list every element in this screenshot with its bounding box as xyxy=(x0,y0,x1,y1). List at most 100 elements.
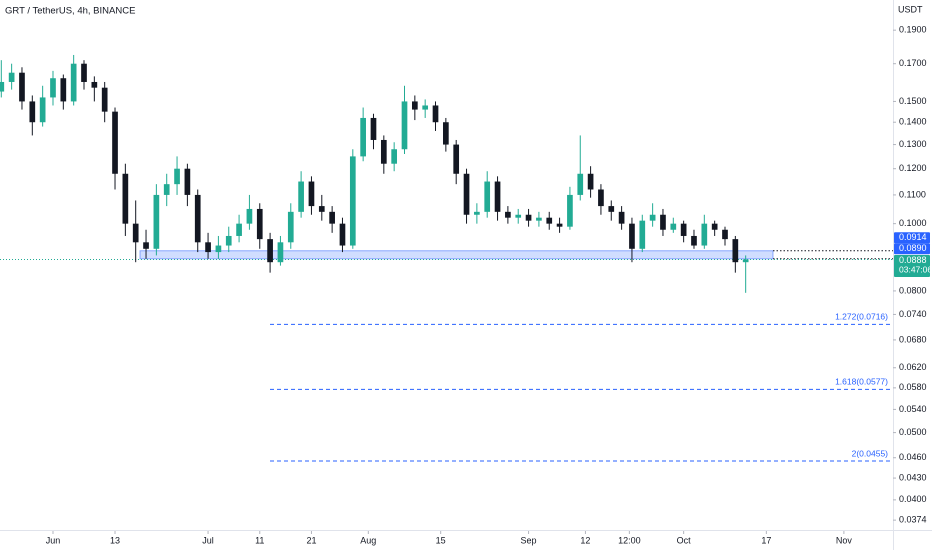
candle-body xyxy=(608,206,615,212)
fib-level-label: 1.618(0.0577) xyxy=(835,377,888,387)
candle-body xyxy=(184,168,191,195)
candle-body xyxy=(380,139,387,164)
candle-body xyxy=(742,259,749,263)
candle-body xyxy=(587,173,594,190)
candle-body xyxy=(101,87,108,112)
y-tick-label: 0.0800 xyxy=(899,285,927,295)
y-tick-label: 0.0580 xyxy=(899,382,927,392)
candle-body xyxy=(546,217,553,224)
candle-body xyxy=(0,81,5,92)
fib-level-label: 2(0.0455) xyxy=(852,448,889,458)
candle-body xyxy=(60,78,67,102)
chart-title: GRT / TetherUS, 4h, BINANCE xyxy=(5,6,135,17)
zone-low-label-box xyxy=(894,243,930,255)
x-tick-label: 12:00 xyxy=(618,535,641,545)
y-tick-label: 0.1900 xyxy=(899,25,927,35)
candle-body xyxy=(153,194,160,249)
y-tick-label: 0.0400 xyxy=(899,494,927,504)
candle-body xyxy=(691,235,697,246)
candle-body xyxy=(174,168,180,185)
y-tick-label: 0.1500 xyxy=(899,96,927,106)
x-tick-label: Jun xyxy=(46,535,61,545)
candle-body xyxy=(225,235,232,246)
y-tick-label: 0.1300 xyxy=(899,139,927,149)
last-price-label-box xyxy=(894,254,930,277)
candle-body xyxy=(81,63,87,82)
x-tick-label: Jul xyxy=(202,535,214,545)
candle-body xyxy=(660,214,666,230)
candle-body xyxy=(143,242,149,249)
candle-body xyxy=(515,214,522,218)
zone-high-label-box xyxy=(894,232,930,244)
y-tick-label: 0.0620 xyxy=(899,362,927,372)
y-tick-label: 0.1200 xyxy=(899,163,927,173)
y-tick-label: 0.0460 xyxy=(899,452,927,462)
candle-body xyxy=(132,223,139,243)
candle-body xyxy=(215,245,222,253)
candle-body xyxy=(639,220,646,249)
candle-body xyxy=(349,156,356,246)
candle-body xyxy=(256,208,263,240)
y-tick-label: 0.1400 xyxy=(899,117,927,127)
candle-body xyxy=(339,223,346,246)
x-tick-label: Aug xyxy=(360,535,376,545)
candle-body xyxy=(453,144,460,174)
x-tick-label: 21 xyxy=(306,535,316,545)
last-price-label: 0.0888 xyxy=(899,255,927,265)
x-tick-label: Nov xyxy=(836,535,853,545)
y-tick-label: 0.0374 xyxy=(899,515,927,525)
candle-body xyxy=(318,206,325,212)
candle-body xyxy=(267,239,273,263)
y-tick-label: 0.0740 xyxy=(899,309,927,319)
candle-body xyxy=(556,223,563,227)
candle-body xyxy=(122,173,129,224)
candle-body xyxy=(618,211,625,224)
zone-low-label: 0.0890 xyxy=(899,243,927,253)
x-tick-label: Oct xyxy=(677,535,692,545)
candle-body xyxy=(205,242,211,253)
y-tick-label: 0.0500 xyxy=(899,427,927,437)
candle-body xyxy=(308,181,315,207)
y-tick-label: 0.0540 xyxy=(899,404,927,414)
candle-body xyxy=(163,184,170,195)
candle-body xyxy=(463,173,470,215)
candle-body xyxy=(370,117,377,140)
candle-body xyxy=(29,101,36,123)
candle-body xyxy=(422,105,429,110)
candle-body xyxy=(701,223,708,246)
x-tick-label: 17 xyxy=(761,535,771,545)
candle-body xyxy=(505,211,511,218)
y-tick-label: 0.0680 xyxy=(899,334,927,344)
candle-body xyxy=(567,194,573,227)
candle-body xyxy=(287,211,294,243)
candle-body xyxy=(277,242,284,263)
x-tick-label: Sep xyxy=(521,535,537,545)
candle-body xyxy=(474,211,480,215)
candle-body xyxy=(236,223,242,236)
x-tick-label: 13 xyxy=(110,535,120,545)
x-tick-label: 11 xyxy=(255,535,264,545)
candle-body xyxy=(329,211,335,224)
candle-body xyxy=(536,217,542,221)
candle-body xyxy=(732,239,739,263)
y-tick-label: 0.0430 xyxy=(899,472,927,482)
candle-body xyxy=(525,214,532,221)
candle-body xyxy=(39,97,46,123)
candle-body xyxy=(649,214,656,221)
candle-body xyxy=(70,63,77,102)
candle-body xyxy=(360,117,366,157)
candle-body xyxy=(401,101,408,150)
y-tick-label: 0.1700 xyxy=(899,58,927,68)
candle-body xyxy=(494,181,501,212)
candle-body xyxy=(19,72,25,102)
candle-body xyxy=(443,122,449,145)
candle-body xyxy=(629,223,635,249)
candle-body xyxy=(722,229,728,240)
candle-body xyxy=(577,173,584,195)
candle-body xyxy=(194,194,201,243)
candle-body xyxy=(680,223,687,236)
price-unit: USDT xyxy=(898,4,923,14)
support-zone xyxy=(139,250,774,260)
